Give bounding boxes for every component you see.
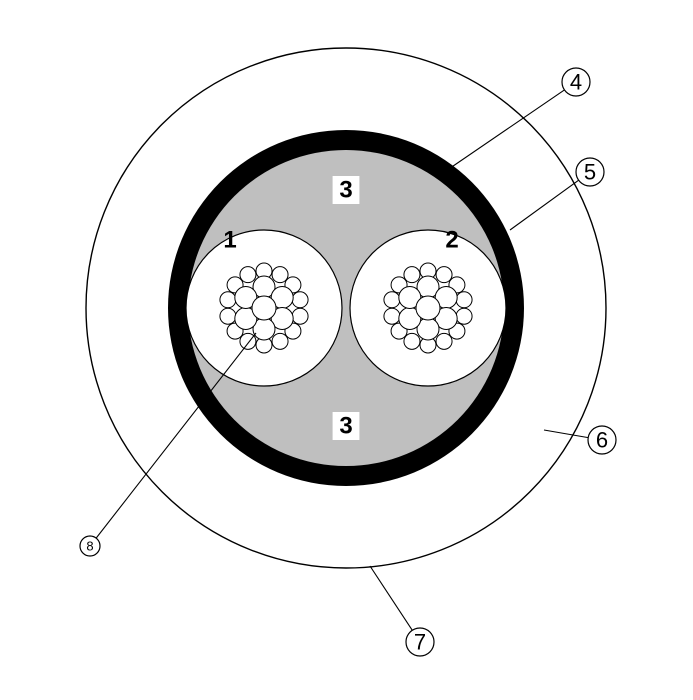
inner-label: 3 [339,413,352,440]
inner-label: 1 [223,227,236,254]
inner-label: 2 [445,227,458,254]
callout-label: 5 [584,160,596,185]
callout-label: 8 [86,539,93,554]
callout-leader [370,566,412,630]
callout-label: 7 [414,630,426,655]
callout-label: 4 [570,70,582,95]
inner-label: 3 [339,177,352,204]
callout-label: 6 [596,428,608,453]
cable-cross-section-diagram: 1 2 3 3 4 5 6 7 8 [0,0,693,700]
